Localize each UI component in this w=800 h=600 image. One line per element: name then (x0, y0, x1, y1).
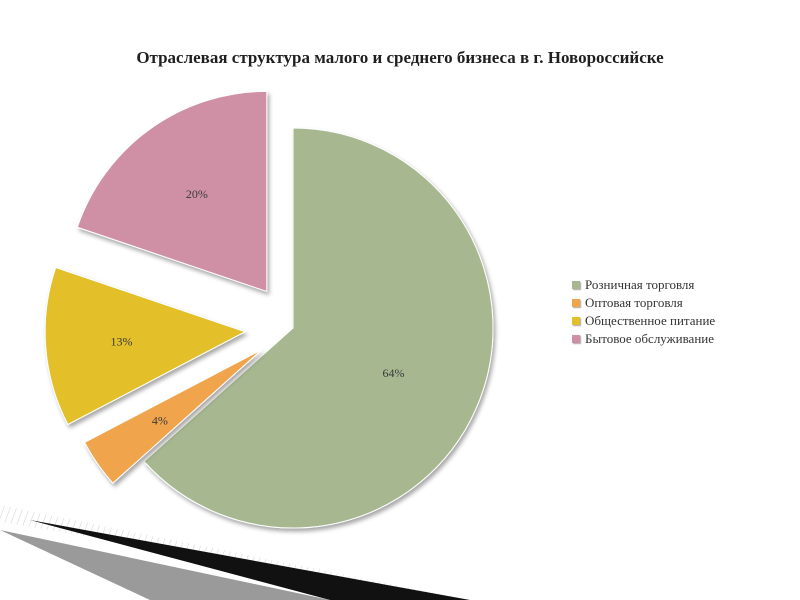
legend-swatch (572, 281, 580, 289)
legend-label: Бытовое обслуживание (585, 331, 714, 346)
legend-label: Розничная торговля (585, 277, 695, 292)
pie-slice (76, 90, 268, 293)
pie-slice (83, 349, 263, 484)
pie-slice (143, 127, 494, 529)
chart-legend: Розничная торговля Оптовая торговля Обще… (572, 276, 715, 348)
page-title: Отраслевая структура малого и среднего б… (136, 48, 664, 67)
slice-label: 64% (382, 366, 404, 380)
slice-label: 13% (111, 334, 133, 348)
legend-item: Розничная торговля (572, 276, 715, 294)
legend-item: Бытовое обслуживание (572, 330, 715, 348)
slide-decoration (0, 505, 470, 600)
legend-label: Общественное питание (585, 313, 716, 328)
legend-item: Оптовая торговля (572, 294, 715, 312)
legend-swatch (572, 299, 580, 307)
pie-slice (44, 266, 247, 426)
legend-label: Оптовая торговля (585, 295, 683, 310)
slice-label: 20% (186, 187, 208, 201)
slice-label: 4% (152, 413, 168, 427)
legend-swatch (572, 317, 580, 325)
legend-item: Общественное питание (572, 312, 715, 330)
legend-swatch (572, 335, 580, 343)
